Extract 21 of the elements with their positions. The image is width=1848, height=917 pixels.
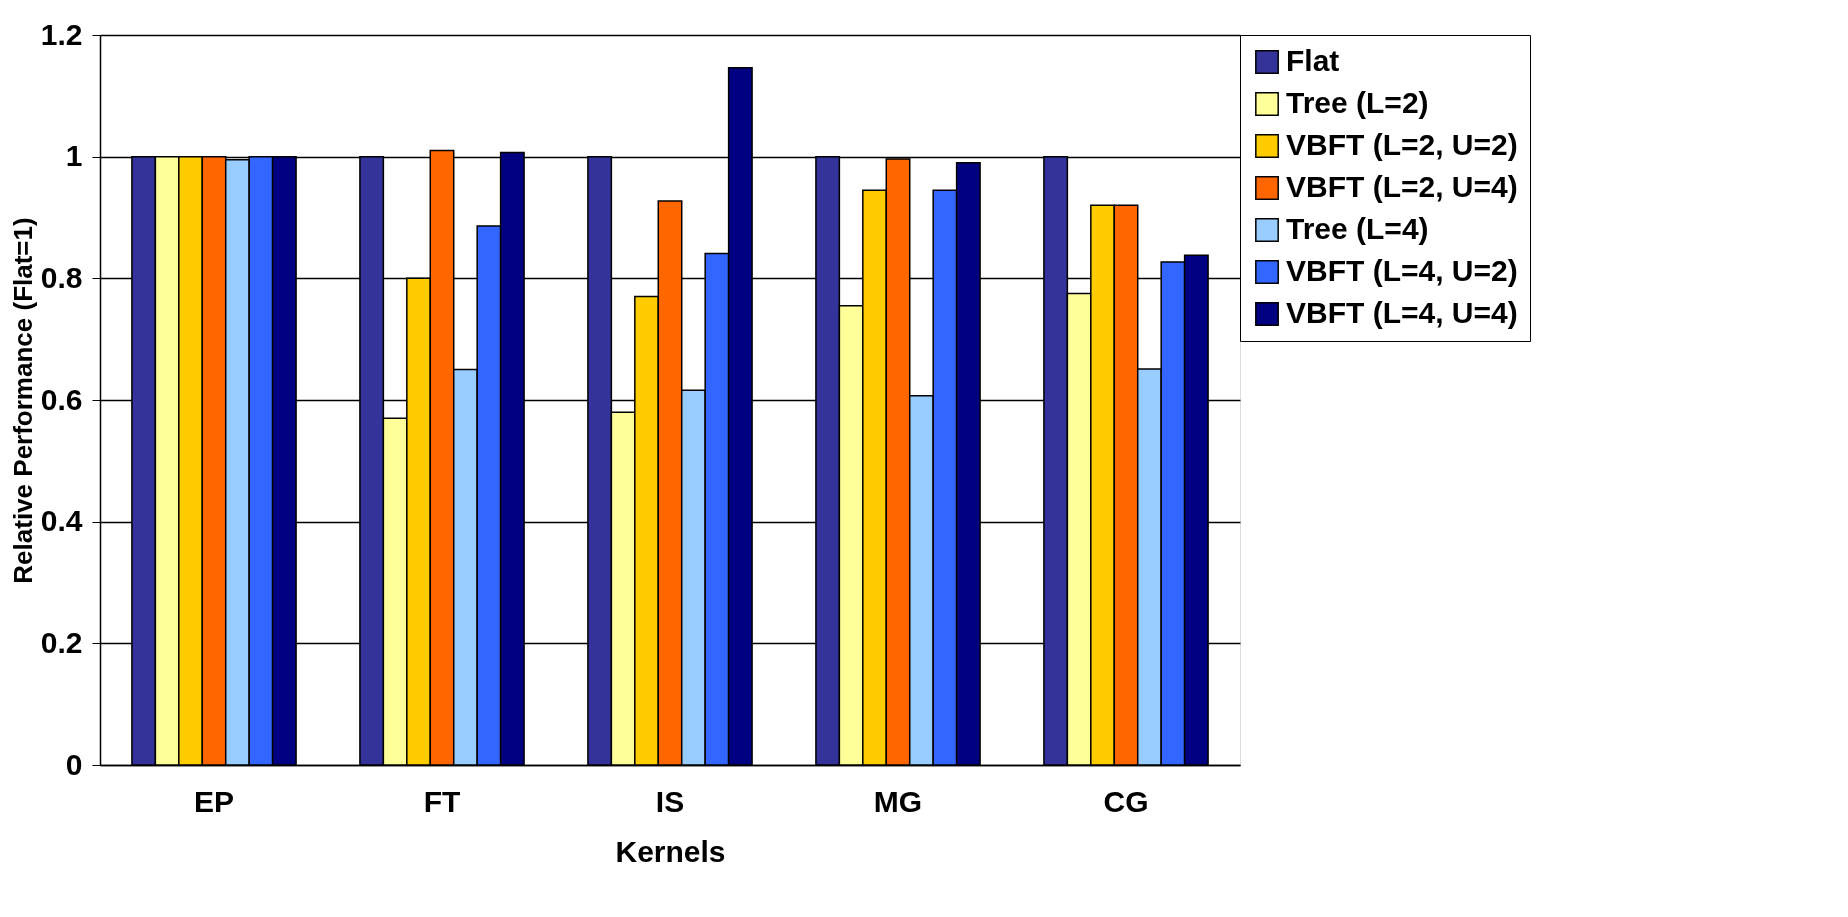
y-tick-label: 0 <box>65 747 83 781</box>
y-tick-label: 0.2 <box>40 625 83 659</box>
x-tick-label: CG <box>1103 784 1149 818</box>
legend-label: Flat <box>1286 44 1340 77</box>
y-tick-label: 1 <box>65 139 83 173</box>
legend-label: VBFT (L=4, U=4) <box>1286 296 1518 329</box>
x-axis-title: Kernels <box>615 834 726 868</box>
legend-label: Tree (L=4) <box>1286 212 1429 245</box>
x-tick-label: EP <box>193 784 235 818</box>
x-tick-label: MG <box>873 784 923 818</box>
y-axis-title: Relative Performance (Flat=1) <box>7 217 38 584</box>
x-tick-label: FT <box>423 784 461 818</box>
legend-label: VBFT (L=4, U=2) <box>1286 254 1518 287</box>
y-tick-label: 0.4 <box>40 504 83 538</box>
x-tick-label: IS <box>655 784 685 818</box>
legend-label: VBFT (L=2, U=4) <box>1286 170 1518 203</box>
y-tick-label: 0.8 <box>40 260 83 294</box>
y-tick-label: 1.2 <box>40 17 83 51</box>
legend-label: Tree (L=2) <box>1286 86 1429 119</box>
legend-label: VBFT (L=2, U=2) <box>1286 128 1518 161</box>
y-tick-label: 0.6 <box>40 382 83 416</box>
